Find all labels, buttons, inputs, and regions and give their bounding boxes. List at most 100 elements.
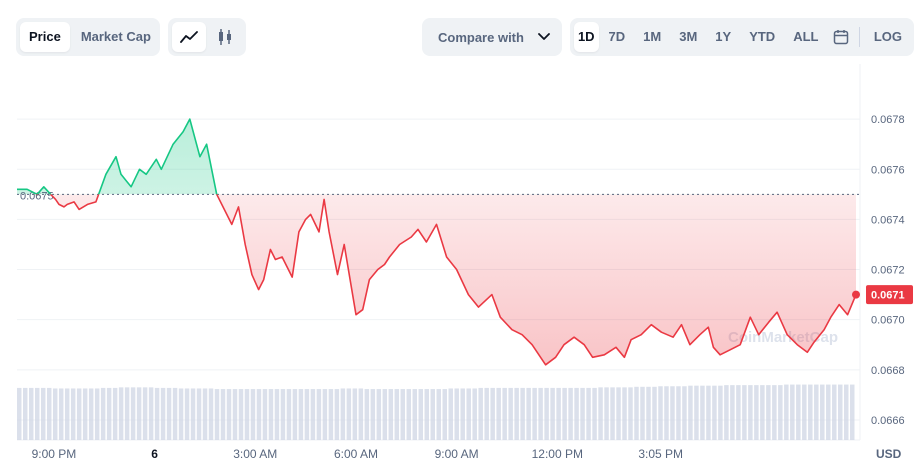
volume-bar (622, 387, 627, 440)
volume-bar (424, 389, 430, 440)
volume-bar (400, 389, 406, 440)
volume-bar (694, 385, 699, 440)
date-picker-button[interactable] (828, 22, 853, 52)
volume-bar (532, 387, 537, 440)
x-axis-ticks: 9:00 PM 6 3:00 AM 6:00 AM 9:00 AM 12:00 PM 3:0… (32, 447, 683, 461)
volume-bar (598, 387, 603, 440)
volume-bar (340, 388, 346, 440)
volume-bar (826, 384, 831, 440)
volume-bar (514, 387, 519, 440)
tab-market-cap[interactable]: Market Cap (80, 29, 151, 44)
volume-bar (430, 389, 435, 440)
current-price-tag: 0.0671 (866, 285, 913, 305)
volume-bar (100, 387, 106, 440)
volume-bar (562, 387, 567, 440)
volume-bar (124, 387, 130, 440)
line-chart-icon (180, 31, 198, 43)
volume-bar (52, 388, 58, 440)
volume-bar (748, 385, 753, 440)
volume-bar (22, 387, 28, 440)
y-tick-label: 0.0676 (871, 164, 905, 176)
volume-bar (220, 389, 226, 440)
range-1m[interactable]: 1M (643, 29, 662, 44)
volume-bar (844, 384, 849, 440)
volume-bar (190, 388, 196, 440)
volume-bar (610, 387, 615, 440)
range-7d[interactable]: 7D (608, 29, 626, 44)
volume-bar (382, 389, 388, 440)
volume-bar (238, 389, 244, 440)
line-chart-button[interactable] (172, 22, 206, 52)
volume-bar (112, 387, 118, 440)
y-tick-label: 0.0666 (871, 415, 905, 427)
compare-with-label: Compare with (438, 29, 524, 45)
volume-bar (706, 385, 711, 440)
volume-bar (268, 389, 274, 440)
volume-bar (466, 388, 471, 440)
range-all[interactable]: ALL (793, 29, 819, 44)
volume-bar (178, 388, 184, 440)
volume-bar (556, 387, 561, 440)
volume-bar (664, 386, 669, 440)
volume-bar (538, 387, 543, 440)
chevron-down-icon (538, 33, 550, 40)
volume-bar (754, 385, 759, 440)
volume-bar (658, 386, 663, 440)
volume-bar (736, 385, 741, 440)
volume-bar (70, 388, 76, 440)
volume-bar (592, 387, 597, 440)
volume-bar (232, 389, 238, 440)
volume-bar (34, 387, 40, 440)
volume-bar (448, 388, 453, 440)
volume-bar (700, 385, 705, 440)
y-axis-ticks: 0.0678 0.0676 0.0674 0.0672 0.0670 0.0668 0.06… (871, 114, 905, 427)
volume-bar (46, 387, 52, 440)
tab-price[interactable]: Price (20, 22, 70, 52)
volume-bar (166, 387, 172, 440)
volume-bar (358, 388, 364, 440)
volume-bar (808, 384, 813, 440)
toolbar-divider (859, 27, 860, 47)
candlestick-button[interactable] (208, 22, 242, 52)
y-tick-label: 0.0668 (871, 365, 905, 377)
volume-bar (544, 387, 549, 440)
current-price-tag-bg (866, 285, 913, 305)
volume-bar (214, 389, 220, 440)
volume-bar (334, 389, 340, 440)
volume-bar (472, 388, 477, 440)
volume-bar (652, 386, 657, 440)
volume-bar (394, 389, 400, 440)
range-ytd[interactable]: YTD (749, 29, 776, 44)
range-1d[interactable]: 1D (574, 22, 599, 52)
volume-bar (766, 385, 771, 440)
calendar-icon (833, 30, 848, 45)
volume-bar (106, 387, 112, 440)
volume-bar (304, 389, 310, 440)
volume-bar (196, 388, 202, 440)
x-tick-label: 6 (151, 447, 158, 461)
volume-bar (40, 387, 46, 440)
volume-bar (496, 387, 501, 440)
volume-bar (208, 388, 214, 440)
log-scale-toggle[interactable]: LOG (873, 29, 902, 44)
volume-bar (790, 384, 795, 440)
volume-bar (346, 388, 352, 440)
compare-with-dropdown[interactable]: Compare with (422, 18, 562, 56)
volume-bar (718, 385, 723, 440)
volume-bar (172, 387, 178, 440)
chart-type-tabs: Price Market Cap (16, 18, 160, 56)
volume-bar (850, 384, 855, 440)
y-tick-label: 0.0674 (871, 214, 905, 226)
range-1y[interactable]: 1Y (715, 29, 732, 44)
volume-bar (244, 389, 250, 440)
volume-bar (490, 387, 495, 440)
currency-unit-label: USD (876, 447, 902, 461)
x-tick-label: 9:00 PM (32, 447, 77, 461)
volume-bar (502, 387, 507, 440)
volume-bar (310, 389, 316, 440)
volume-bar (772, 385, 777, 440)
volume-bar (292, 389, 298, 440)
volume-bar (388, 389, 394, 440)
y-tick-label: 0.0678 (871, 114, 905, 126)
range-3m[interactable]: 3M (679, 29, 698, 44)
